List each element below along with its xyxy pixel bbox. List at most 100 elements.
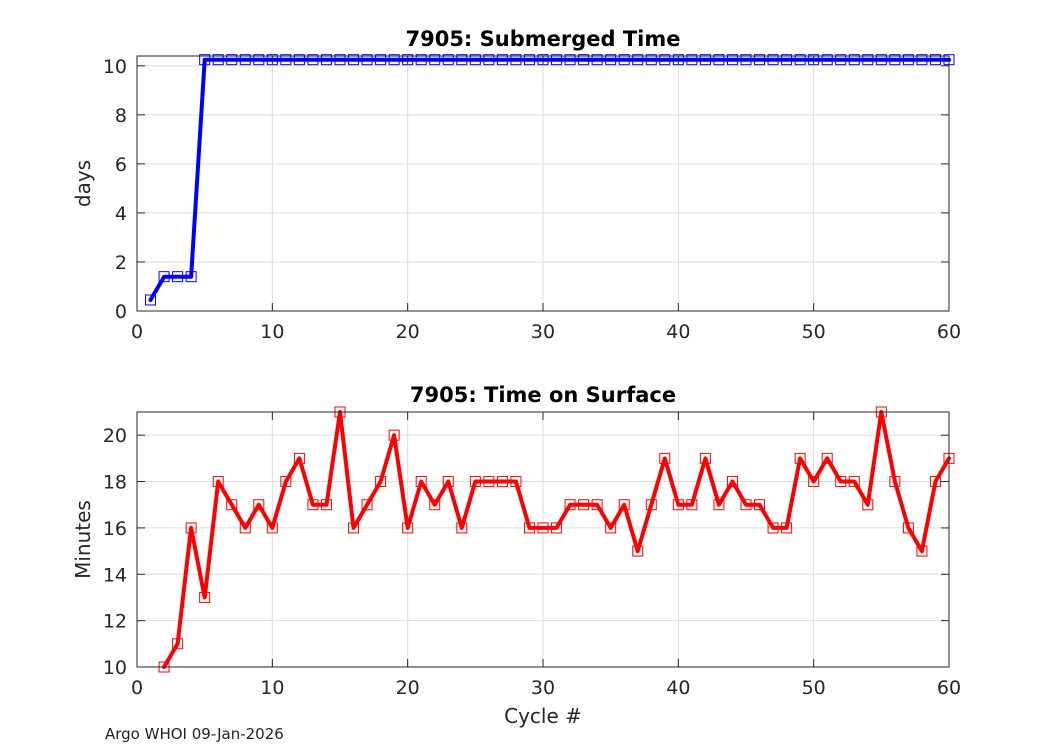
x-tick-label: 10 bbox=[260, 677, 284, 699]
data-point-marker bbox=[496, 54, 508, 66]
data-point-marker bbox=[442, 54, 454, 66]
data-point-marker bbox=[659, 452, 671, 464]
y-tick-label: 16 bbox=[103, 518, 127, 540]
x-tick-label: 30 bbox=[531, 677, 555, 699]
data-point-marker bbox=[889, 54, 901, 66]
data-point-marker bbox=[605, 54, 617, 66]
data-point-marker bbox=[510, 54, 522, 66]
data-point-marker bbox=[307, 499, 319, 511]
data-point-marker bbox=[375, 54, 387, 66]
y-tick-label: 4 bbox=[115, 203, 127, 225]
data-point-marker bbox=[415, 476, 427, 488]
data-point-marker bbox=[293, 54, 305, 66]
y-axis-label: Minutes bbox=[71, 500, 95, 579]
data-point-marker bbox=[293, 452, 305, 464]
data-point-marker bbox=[632, 545, 644, 557]
data-point-marker bbox=[835, 476, 847, 488]
data-point-marker bbox=[672, 499, 684, 511]
x-tick-label: 20 bbox=[396, 677, 420, 699]
data-point-marker bbox=[226, 54, 238, 66]
x-tick-label: 50 bbox=[802, 677, 826, 699]
data-point-marker bbox=[199, 591, 211, 603]
data-point-marker bbox=[402, 522, 414, 534]
data-point-marker bbox=[348, 522, 360, 534]
y-tick-label: 14 bbox=[103, 564, 127, 586]
data-point-marker bbox=[429, 54, 441, 66]
data-point-marker bbox=[578, 54, 590, 66]
data-point-marker bbox=[862, 54, 874, 66]
data-point-marker bbox=[902, 522, 914, 534]
data-point-marker bbox=[537, 522, 549, 534]
y-tick-label: 12 bbox=[103, 611, 127, 633]
data-point-marker bbox=[929, 476, 941, 488]
data-point-marker bbox=[740, 499, 752, 511]
series-line bbox=[148, 57, 951, 302]
submerged-time-panel: 0 10 20 30 40 50 60 0 2 4 6 8 10 7905: Submerged Tim… bbox=[71, 27, 961, 343]
data-point-marker bbox=[415, 54, 427, 66]
data-point-marker bbox=[239, 54, 251, 66]
x-tick-label: 60 bbox=[937, 321, 961, 343]
data-point-marker bbox=[862, 499, 874, 511]
data-point-marker bbox=[754, 499, 766, 511]
data-point-marker bbox=[767, 54, 779, 66]
data-point-marker bbox=[456, 54, 468, 66]
footer-stamp: Argo WHOI 09-Jan-2026 bbox=[105, 725, 284, 743]
y-tick-label: 18 bbox=[103, 472, 127, 494]
x-tick-label: 40 bbox=[666, 321, 690, 343]
data-point-marker bbox=[618, 499, 630, 511]
data-point-marker bbox=[172, 638, 184, 650]
data-point-marker bbox=[808, 476, 820, 488]
data-point-marker bbox=[361, 54, 373, 66]
data-point-marker bbox=[212, 476, 224, 488]
data-point-marker bbox=[523, 522, 535, 534]
y-tick-label: 6 bbox=[115, 154, 127, 176]
y-tick-label: 8 bbox=[115, 105, 127, 127]
data-point-marker bbox=[794, 452, 806, 464]
x-tick-label: 0 bbox=[131, 321, 143, 343]
data-point-marker bbox=[456, 522, 468, 534]
data-point-marker bbox=[537, 54, 549, 66]
x-tick-label: 20 bbox=[396, 321, 420, 343]
data-point-marker bbox=[821, 452, 833, 464]
x-tick-label: 0 bbox=[131, 677, 143, 699]
data-point-marker bbox=[483, 54, 495, 66]
data-point-marker bbox=[253, 54, 265, 66]
x-tick-label: 60 bbox=[937, 677, 961, 699]
data-point-marker bbox=[307, 54, 319, 66]
data-point-marker bbox=[199, 54, 211, 66]
data-point-marker bbox=[469, 54, 481, 66]
series-line bbox=[162, 410, 951, 669]
chart-title: 7905: Time on Surface bbox=[410, 383, 676, 407]
data-point-marker bbox=[185, 522, 197, 534]
x-axis-label: Cycle # bbox=[504, 704, 582, 728]
data-point-marker bbox=[713, 499, 725, 511]
data-point-marker bbox=[523, 54, 535, 66]
data-point-marker bbox=[375, 476, 387, 488]
data-point-marker bbox=[618, 54, 630, 66]
data-point-marker bbox=[429, 499, 441, 511]
x-tick-label: 40 bbox=[666, 677, 690, 699]
data-point-marker bbox=[591, 54, 603, 66]
x-tick-label: 10 bbox=[260, 321, 284, 343]
x-tick-label: 30 bbox=[531, 321, 555, 343]
data-point-marker bbox=[672, 54, 684, 66]
data-point-marker bbox=[889, 476, 901, 488]
data-point-marker bbox=[510, 476, 522, 488]
data-point-marker bbox=[726, 476, 738, 488]
data-point-marker bbox=[145, 294, 157, 306]
data-point-marker bbox=[564, 499, 576, 511]
data-point-marker bbox=[645, 54, 657, 66]
data-point-marker bbox=[781, 522, 793, 534]
data-point-marker bbox=[334, 54, 346, 66]
data-point-marker bbox=[808, 54, 820, 66]
data-point-marker bbox=[726, 54, 738, 66]
data-point-marker bbox=[483, 476, 495, 488]
data-point-marker bbox=[402, 54, 414, 66]
data-point-marker bbox=[564, 54, 576, 66]
data-point-marker bbox=[348, 54, 360, 66]
data-point-marker bbox=[645, 499, 657, 511]
y-tick-label: 10 bbox=[103, 657, 127, 679]
series bbox=[158, 406, 955, 673]
